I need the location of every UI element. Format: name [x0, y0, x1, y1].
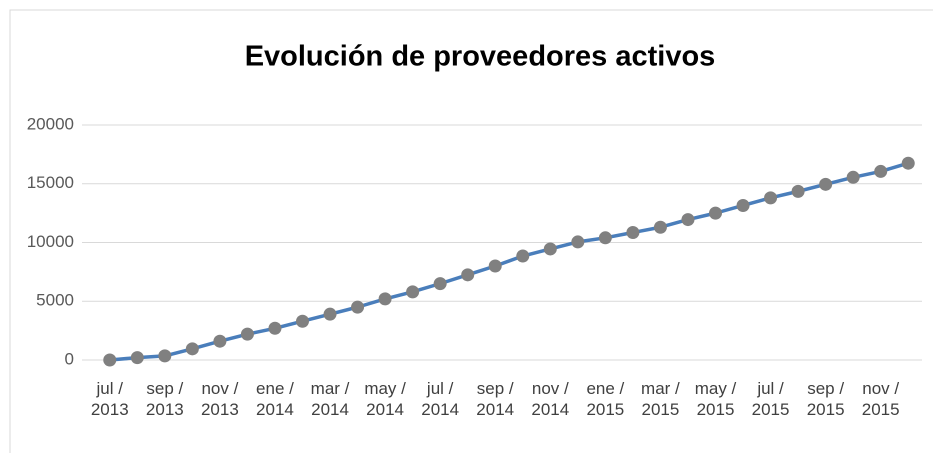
data-point	[103, 353, 117, 367]
data-point	[488, 259, 502, 273]
y-tick-label: 10000	[27, 232, 74, 251]
data-point	[516, 249, 530, 263]
x-tick-label: sep / 2014	[476, 379, 515, 419]
x-tick-label: mar / 2014	[310, 379, 350, 419]
x-tick-label: nov / 2013	[200, 379, 239, 419]
x-tick-label: ene / 2014	[256, 379, 294, 419]
data-point	[543, 242, 557, 256]
y-tick-label: 0	[65, 349, 74, 368]
data-line	[109, 161, 909, 362]
data-point	[598, 231, 612, 245]
x-tick-label: jul / 2013	[90, 379, 129, 419]
data-point	[433, 277, 447, 291]
data-point	[571, 235, 585, 249]
y-tick-label: 5000	[36, 291, 74, 310]
data-point	[323, 307, 337, 321]
x-tick-label: sep / 2015	[806, 379, 845, 419]
data-point	[846, 170, 860, 184]
x-tick-label: may / 2015	[694, 379, 737, 419]
data-point	[709, 206, 722, 220]
data-point	[185, 342, 199, 356]
chart-border	[9, 9, 933, 453]
data-point	[736, 198, 750, 212]
data-point	[351, 300, 365, 314]
data-point	[158, 349, 172, 363]
y-tick-label: 20000	[27, 114, 74, 133]
x-tick-label: jul / 2014	[421, 379, 460, 419]
x-tick-label: nov / 2015	[861, 379, 900, 419]
data-point	[764, 191, 778, 205]
x-tick-label: ene / 2015	[586, 379, 625, 419]
data-point	[874, 164, 888, 178]
data-point	[819, 177, 833, 191]
x-tick-label: may / 2014	[364, 379, 406, 419]
data-point	[791, 184, 805, 198]
data-point	[378, 292, 392, 306]
x-tick-label: jul / 2015	[751, 379, 790, 419]
x-tick-label: sep / 2013	[145, 379, 184, 419]
data-point	[213, 334, 227, 348]
data-point	[461, 268, 475, 282]
data-point	[296, 314, 309, 328]
data-point	[406, 285, 420, 299]
chart-title: Evolución de proveedores activos	[245, 41, 716, 73]
data-point	[901, 156, 915, 170]
data-point	[130, 351, 144, 365]
y-tick-label: 15000	[27, 173, 74, 192]
x-tick-label: mar / 2015	[641, 379, 680, 419]
data-point	[681, 213, 695, 227]
data-point	[268, 321, 282, 335]
data-point	[240, 327, 254, 341]
x-tick-label: nov / 2014	[531, 379, 570, 419]
data-point	[626, 226, 640, 240]
data-point	[653, 220, 667, 234]
